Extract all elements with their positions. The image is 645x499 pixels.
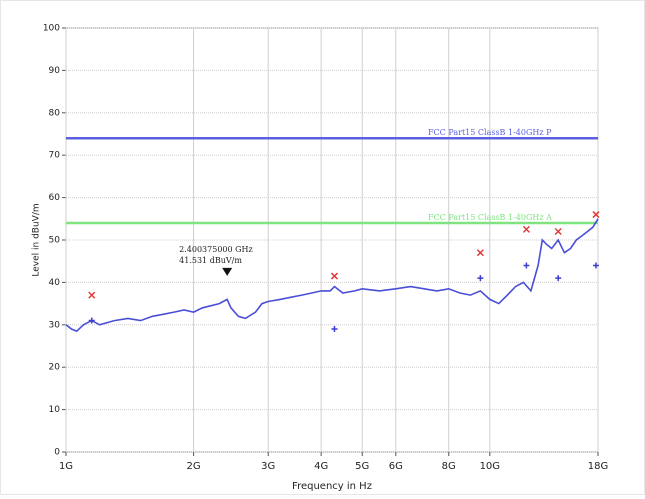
marks: FCC Part15 ClassB 1-40GHz P FCC Part15 Cl… [65,128,600,333]
average-marker [331,326,338,333]
peak-marker [592,211,600,219]
x-tick-label: 3G [261,461,275,472]
x-tick-label: 10G [480,461,500,472]
marker-level: 41.531 dBuV/m [179,256,242,265]
peak-marker [476,249,484,257]
x-axis-label: Frequency in Hz [292,481,372,492]
y-tick-label: 80 [49,108,61,118]
y-tick-label: 90 [49,66,61,76]
peak-marker [522,225,530,233]
y-tick-label: 10 [49,405,61,415]
y-tick-label: 20 [49,363,61,373]
x-tick-label: 8G [442,461,456,472]
peak-marker [88,291,96,299]
x-tick-label: 5G [355,461,369,472]
limit-label: FCC Part15 ClassB 1-40GHz P [428,128,552,137]
y-tick-label: 100 [43,24,60,34]
trace-line [65,218,599,333]
y-tick-label: 30 [49,320,61,330]
limit-label: FCC Part15 ClassB 1-40GHz A [428,213,552,222]
x-tick-label: 6G [389,461,403,472]
y-tick-label: 60 [49,193,61,203]
marker-frequency: 2.400375000 GHz [179,245,253,254]
average-marker [88,317,95,324]
marker-triangle [222,267,233,276]
y-tick-label: 70 [49,151,61,161]
peak-marker [554,227,562,236]
average-marker [523,262,530,269]
x-tick-label: 18G [588,461,608,472]
y-tick-label: 40 [49,278,61,288]
y-axis-label: Level in dBuV/m [32,203,42,276]
x-tick-label: 1G [59,461,73,472]
average-marker [592,262,599,269]
x-tick-label: 2G [187,461,201,472]
grid: 0 10 20 30 40 50 60 70 80 90 100 1G 2G 3G 4G 5G 6G 8G 10G 1… [43,24,608,473]
average-marker [477,275,484,282]
y-tick-label: 50 [49,236,61,246]
peak-marker [330,272,339,280]
average-marker [555,275,562,282]
y-tick-label: 0 [54,448,60,458]
x-tick-label: 4G [314,461,328,472]
